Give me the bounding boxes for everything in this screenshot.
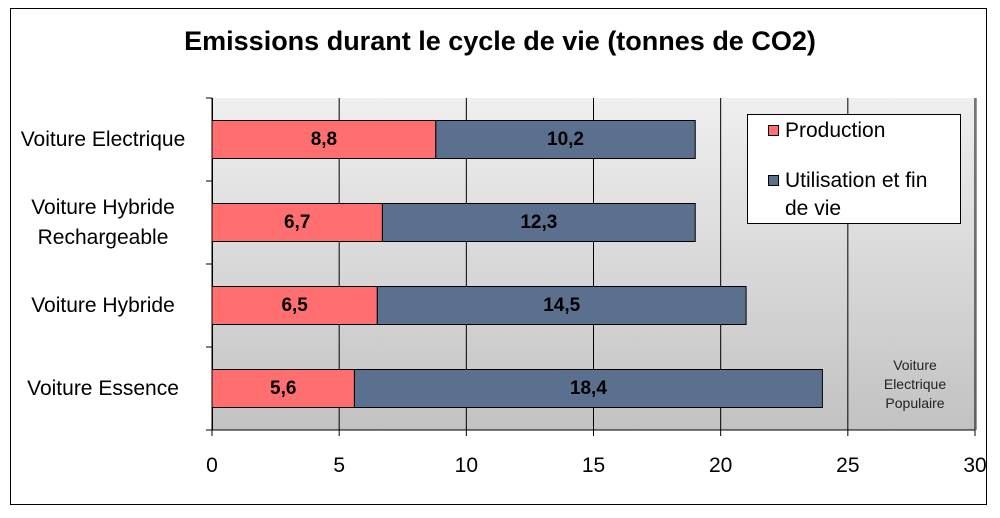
category-label: Voiture Essence [0, 374, 206, 404]
legend-label-utilisation: Utilisation et fin de vie [785, 169, 928, 220]
bar-value-label: 14,5 [543, 294, 581, 316]
bar-1-2 [376, 286, 747, 325]
legend-label-production: Production [785, 119, 886, 142]
bar-value-label: 5,6 [270, 377, 297, 399]
x-tick-label: 30 [963, 454, 987, 477]
category-label: Voiture Electrique [0, 125, 206, 155]
legend-swatch-production [768, 125, 779, 136]
x-tick-label: 20 [708, 454, 733, 477]
x-tick-label: 0 [206, 454, 218, 477]
bar-value-label: 18,4 [569, 377, 607, 399]
annotation-popular-ev: Voiture Electrique Populaire [883, 357, 947, 411]
bar-1-3 [353, 369, 823, 408]
bar-value-label: 6,7 [283, 211, 311, 233]
bar-value-label: 10,2 [547, 128, 584, 150]
legend-item-utilisation: Utilisation et fin de vie [768, 167, 948, 223]
category-label-line: Voiture Hybride [31, 293, 175, 317]
legend-swatch-utilisation [768, 175, 779, 186]
bar-0-1 [211, 203, 383, 242]
bar-1-1 [381, 203, 696, 242]
category-label: Voiture Hybride Rechargeable [0, 193, 206, 253]
category-label-line: Voiture Essence [27, 376, 179, 400]
legend: Production Utilisation et fin de vie [747, 114, 961, 224]
bar-0-2 [211, 286, 378, 325]
bar-0-3 [211, 369, 355, 408]
bar-value-label: 6,5 [281, 294, 308, 316]
category-label-line: Voiture Electrique [20, 127, 186, 151]
x-tick-label: 5 [333, 454, 345, 477]
bar-value-label: 8,8 [310, 128, 338, 150]
bar-value-label: 12,3 [520, 211, 558, 233]
x-tick-label: 10 [454, 454, 478, 477]
category-label-line: Rechargeable [37, 225, 169, 249]
bar-1-0 [435, 120, 696, 159]
bar-0-0 [211, 120, 437, 159]
x-tick-label: 25 [836, 454, 860, 477]
chart-title: Emissions durant le cycle de vie (tonnes… [184, 26, 816, 56]
category-label-line: Voiture Hybride [31, 195, 175, 219]
legend-item-production: Production [768, 117, 885, 145]
category-label: Voiture Hybride [0, 291, 206, 321]
x-tick-label: 15 [581, 454, 606, 477]
